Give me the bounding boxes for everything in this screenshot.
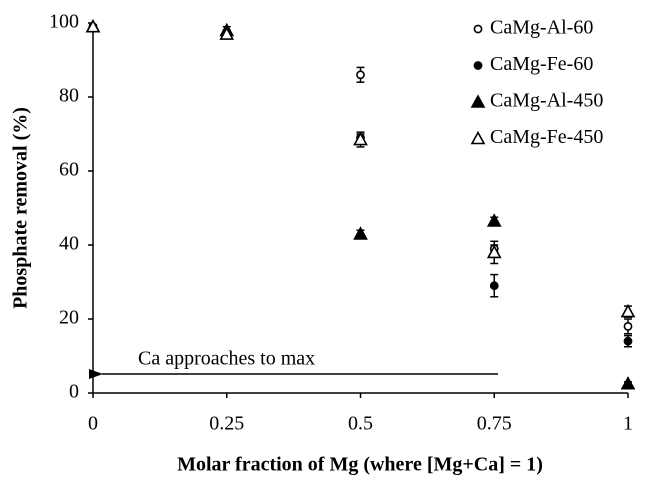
y-tick-label: 60 — [59, 159, 79, 181]
y-axis-label: Phosphate removal (%) — [10, 107, 32, 309]
x-tick-label: 0.5 — [348, 413, 373, 435]
legend-label: CaMg-Al-450 — [490, 90, 603, 112]
annotation: Ca approaches to max — [138, 348, 315, 370]
point — [85, 19, 101, 33]
y-tick-label: 20 — [59, 307, 79, 329]
point — [356, 70, 365, 80]
point — [353, 226, 368, 240]
point — [623, 321, 633, 331]
legend-label: CaMg-Fe-450 — [490, 126, 603, 148]
y-tick-label: 40 — [59, 233, 79, 255]
x-tick-label: 0 — [88, 413, 98, 435]
x-tick-label: 0.75 — [477, 413, 512, 435]
point — [486, 244, 502, 259]
point — [623, 336, 633, 346]
x-tick-label: 1 — [623, 413, 633, 435]
y-tick-label: 100 — [49, 11, 79, 33]
legend-marker — [473, 24, 483, 34]
point — [620, 303, 636, 318]
legend-marker — [470, 94, 486, 108]
point — [486, 213, 502, 227]
x-tick-label: 0.25 — [209, 413, 244, 435]
y-tick-label: 80 — [59, 85, 79, 107]
legend-marker — [473, 61, 483, 70]
point — [620, 376, 636, 390]
point — [489, 281, 499, 291]
legend-label: CaMg-Al-60 — [490, 17, 593, 39]
legend-marker — [470, 130, 486, 145]
point — [219, 26, 235, 40]
point — [353, 131, 368, 146]
y-tick-label: 0 — [69, 381, 79, 403]
legend-label: CaMg-Fe-60 — [490, 53, 593, 75]
x-axis-label: Molar fraction of Mg (where [Mg+Ca] = 1) — [177, 454, 543, 476]
